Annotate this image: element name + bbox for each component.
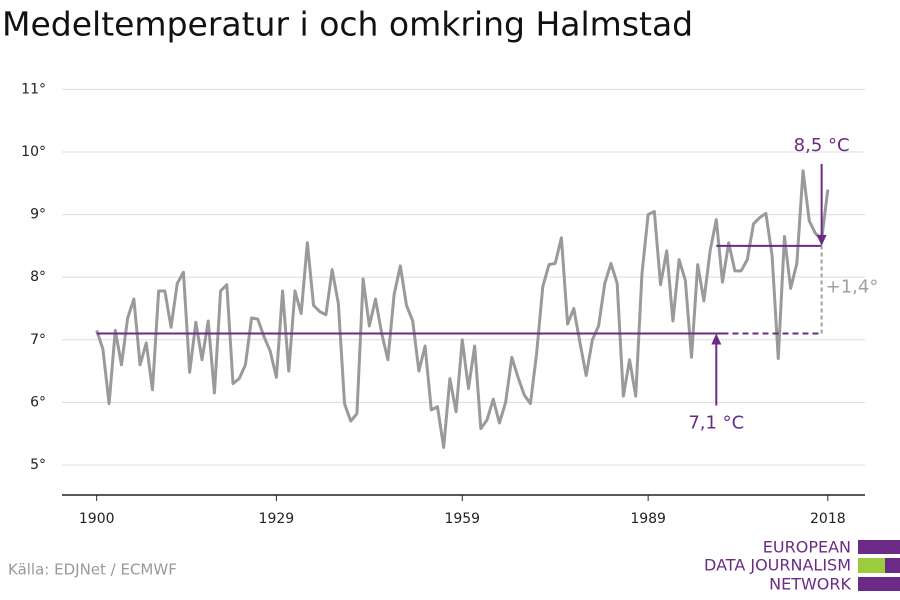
logo-bar	[858, 540, 900, 554]
x-tick-label: 1929	[259, 511, 295, 527]
y-tick-label: 7°	[30, 332, 46, 348]
annotation-arrowhead	[711, 333, 722, 345]
annotation-label: 8,5 °C	[794, 135, 850, 156]
y-tick-label: 6°	[30, 394, 46, 410]
y-tick-label: 5°	[30, 457, 46, 473]
y-tick-label: 10°	[21, 144, 46, 160]
logo: EUROPEAN DATA JOURNALISM NETWORK	[704, 538, 900, 594]
logo-text: DATA JOURNALISM	[704, 556, 851, 575]
temperature-line	[95, 169, 830, 449]
annotation-arrowhead	[816, 234, 827, 246]
source: Källa: EDJNet / ECMWF	[8, 561, 177, 579]
difference-label: +1,4°	[826, 277, 879, 298]
logo-text: NETWORK	[769, 575, 851, 594]
y-tick-label: 9°	[30, 207, 46, 223]
y-tick-label: 11°	[21, 81, 46, 97]
x-tick-label: 1900	[79, 511, 115, 527]
chart-title: Medeltemperatur i och omkring Halmstad	[2, 5, 693, 44]
x-tick-label: 1959	[444, 511, 480, 527]
y-tick-label: 8°	[30, 269, 46, 285]
logo-text: EUROPEAN	[763, 538, 851, 557]
annotation-label: 7,1 °C	[688, 413, 744, 434]
logo-bar	[858, 558, 885, 573]
x-tick-label: 2018	[810, 511, 846, 527]
x-tick-label: 1989	[630, 511, 666, 527]
logo-bar	[858, 577, 900, 591]
